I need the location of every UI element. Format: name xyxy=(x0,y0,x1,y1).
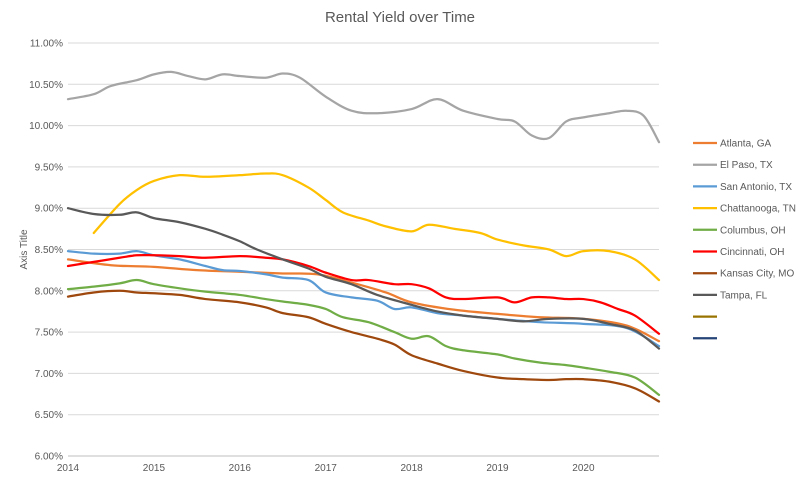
legend-label: San Antonio, TX xyxy=(720,182,792,193)
series-line-cincinnati-oh xyxy=(66,253,661,335)
x-tick-label: 2015 xyxy=(143,463,166,474)
y-tick-label: 6.50% xyxy=(35,410,63,421)
x-tick-label: 2017 xyxy=(315,463,338,474)
legend-label: El Paso, TX xyxy=(720,160,773,171)
y-tick-label: 9.00% xyxy=(35,204,63,215)
series-line-atlanta-ga xyxy=(66,258,661,343)
chart-title: Rental Yield over Time xyxy=(324,9,476,26)
y-axis-title: Axis Title xyxy=(19,229,30,269)
y-tick-label: 11.00% xyxy=(30,39,63,50)
legend-label: Atlanta, GA xyxy=(720,139,771,150)
series-line-chattanooga-tn xyxy=(92,172,661,282)
legend-label: Columbus, OH xyxy=(720,225,786,236)
series-line-tampa-fl xyxy=(66,207,661,350)
legend-label: Chattanooga, TN xyxy=(720,204,796,215)
x-tick-label: 2014 xyxy=(57,463,80,474)
y-tick-label: 8.00% xyxy=(35,286,63,297)
legend-label: Tampa, FL xyxy=(720,290,768,301)
x-tick-label: 2018 xyxy=(400,463,423,474)
series-line-columbus-oh xyxy=(66,278,661,397)
x-tick-label: 2020 xyxy=(572,463,595,474)
y-tick-label: 10.00% xyxy=(29,121,63,132)
x-tick-label: 2019 xyxy=(486,463,509,474)
y-tick-label: 6.00% xyxy=(35,452,63,463)
legend-label: Kansas City, MO xyxy=(720,269,794,280)
series-line-el-paso-tx xyxy=(66,70,661,144)
series-line-kansas-city-mo xyxy=(66,289,661,403)
y-tick-label: 7.00% xyxy=(35,369,63,380)
y-tick-label: 8.50% xyxy=(35,245,63,256)
y-tick-label: 7.50% xyxy=(35,328,63,339)
x-tick-label: 2016 xyxy=(229,463,252,474)
y-tick-label: 9.50% xyxy=(35,162,63,173)
legend-label: Cincinnati, OH xyxy=(720,247,784,258)
y-tick-label: 10.50% xyxy=(29,80,63,91)
